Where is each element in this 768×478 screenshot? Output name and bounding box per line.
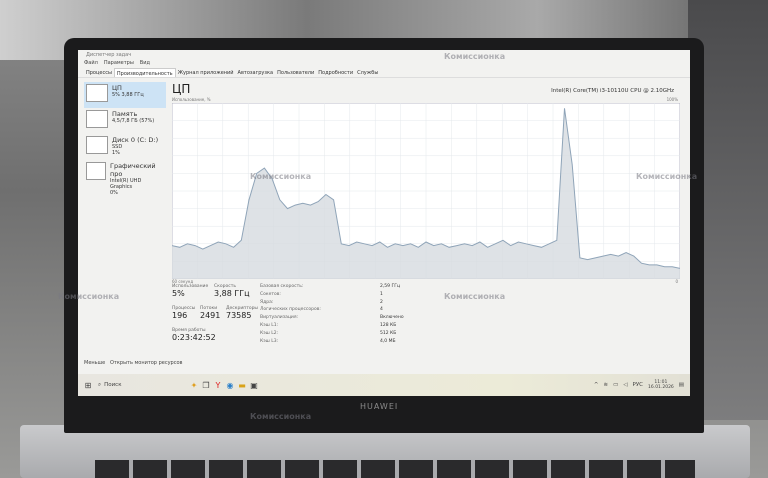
threads-value: 2491 <box>200 311 221 320</box>
keyboard <box>95 460 695 478</box>
usage-label: Использование <box>172 284 209 289</box>
copilot-icon[interactable]: ✦ <box>190 380 198 390</box>
detail-row: Виртуализация: Включено <box>260 315 404 321</box>
usage-value: 5% <box>172 289 185 298</box>
menu-view[interactable]: Вид <box>139 60 150 66</box>
tab-processes[interactable]: Процессы <box>86 70 112 76</box>
watermark: Комиссионка <box>250 172 312 181</box>
graph-time-label: 60 секунд <box>172 279 194 284</box>
processes-label: Процессы <box>172 306 196 311</box>
uptime-label: Время работы <box>172 328 206 333</box>
system-tray: ^ ≋ ▭ ◁ РУС 11:01 16.01.2026 ▤ <box>594 380 690 390</box>
performance-panel: ЦП Intel(R) Core(TM) i3-10110U CPU @ 2.1… <box>172 82 684 344</box>
taskbar: ⊞ ⌕ Поиск ✦ ❐ Y ◉ ▬ ▣ ^ ≋ ▭ ◁ РУС 11:01 16… <box>78 374 690 396</box>
sidebar-item-memory[interactable]: Память 4,5/7,8 ГБ (57%) <box>84 108 166 134</box>
uptime-value: 0:23:42:52 <box>172 333 216 342</box>
notifications-icon[interactable]: ▤ <box>678 382 684 388</box>
processes-value: 196 <box>172 311 188 320</box>
sidebar-item-cpu[interactable]: ЦП 5% 3,88 ГГц <box>84 82 166 108</box>
detail-row: Сокетов: 1 <box>260 291 383 297</box>
watermark: Комиссионка <box>444 52 506 61</box>
task-view-icon[interactable]: ❐ <box>202 380 210 390</box>
detail-row: Кэш L3: 4,0 МБ <box>260 338 396 344</box>
fewer-details-link[interactable]: Меньше <box>84 360 106 366</box>
graph-label: Использование, % <box>172 97 211 102</box>
cpu-usage-area <box>172 108 680 279</box>
cpu-usage-graph <box>172 103 680 279</box>
gpu-thumbnail <box>86 162 106 180</box>
language-indicator[interactable]: РУС <box>632 382 644 388</box>
sidebar: ЦП 5% 3,88 ГГц Память 4,5/7,8 ГБ (57%) Дис… <box>84 82 166 196</box>
tab-bar: Процессы Производительность Журнал прило… <box>78 68 690 78</box>
volume-icon[interactable]: ◁ <box>623 382 628 388</box>
tray-chevron-icon[interactable]: ^ <box>593 382 599 388</box>
handles-label: Дескрипторы <box>226 306 258 311</box>
tab-users[interactable]: Пользователи <box>277 70 315 76</box>
battery-icon[interactable]: ▭ <box>613 382 619 388</box>
graph-zero-label: 0 <box>675 279 678 284</box>
detail-row: Кэш L2: 512 КБ <box>260 330 397 336</box>
clock[interactable]: 11:01 16.01.2026 <box>648 380 674 390</box>
speed-label: Скорость <box>214 284 236 289</box>
watermark: Комиссионка <box>444 292 506 301</box>
watermark: Комиссионка <box>250 412 312 421</box>
tab-services[interactable]: Службы <box>357 70 379 76</box>
wifi-icon[interactable]: ≋ <box>603 382 609 388</box>
screen: Диспетчер задач Файл Параметры Вид Проце… <box>78 50 690 396</box>
task-manager-icon[interactable]: ▣ <box>250 380 258 390</box>
window-title: Диспетчер задач <box>86 52 132 58</box>
cpu-usage-line <box>172 108 680 269</box>
cpu-model: Intel(R) Core(TM) i3-10110U CPU @ 2.10GH… <box>551 88 674 94</box>
watermark: Комиссионка <box>58 292 120 301</box>
cpu-thumbnail <box>86 84 108 102</box>
sidebar-item-gpu[interactable]: Графический про Intel(R) UHD Graphics 0% <box>84 160 166 196</box>
taskbar-search[interactable]: ⌕ Поиск <box>98 381 122 389</box>
detail-row: Базовая скорость: 2,59 ГГц <box>260 284 401 289</box>
disk-thumbnail <box>86 136 108 154</box>
graph-max-label: 100% <box>666 97 678 102</box>
cpu-details: Базовая скорость: 2,59 ГГц Сокетов: 1 Ядра: 2… <box>260 284 440 346</box>
detail-row: Логических процессоров: 4 <box>260 307 383 313</box>
edge-icon[interactable]: ◉ <box>226 380 234 390</box>
detail-row: Ядра: 2 <box>260 299 383 305</box>
watermark: Комиссионка <box>636 172 698 181</box>
search-icon: ⌕ <box>98 381 102 388</box>
menu-options[interactable]: Параметры <box>103 60 134 66</box>
file-explorer-icon[interactable]: ▬ <box>238 380 246 390</box>
page-title: ЦП <box>172 82 191 96</box>
device-brand: HUAWEI <box>360 402 399 411</box>
tab-app-history[interactable]: Журнал приложений <box>177 70 234 76</box>
start-icon[interactable]: ⊞ <box>84 380 92 390</box>
detail-row: Кэш L1: 128 КБ <box>260 322 397 328</box>
resource-monitor-link[interactable]: Открыть монитор ресурсов <box>110 360 183 366</box>
memory-thumbnail <box>86 110 108 128</box>
speed-value: 3,88 ГГц <box>214 289 250 298</box>
tab-details[interactable]: Подробности <box>318 70 354 76</box>
yandex-browser-icon[interactable]: Y <box>215 380 221 390</box>
threads-label: Потоки <box>200 306 218 311</box>
tab-startup[interactable]: Автозагрузка <box>237 70 274 76</box>
sidebar-item-disk[interactable]: Диск 0 (C: D:) SSD 1% <box>84 134 166 160</box>
footer: Меньше Открыть монитор ресурсов <box>84 360 182 366</box>
menu-file[interactable]: Файл <box>84 60 98 66</box>
handles-value: 73585 <box>226 311 252 320</box>
tab-performance[interactable]: Производительность <box>113 68 176 77</box>
menu-bar: Файл Параметры Вид <box>78 59 690 68</box>
